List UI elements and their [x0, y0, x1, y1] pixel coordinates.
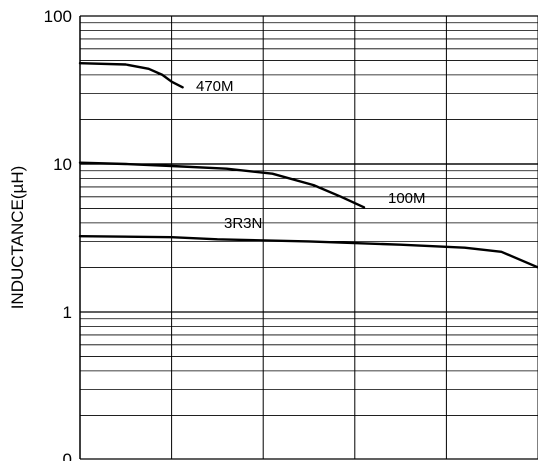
y-tick-label: 0	[63, 450, 72, 461]
series-label-100m: 100M	[388, 190, 426, 207]
y-tick-label: 1	[63, 303, 72, 322]
series-line-470m	[78, 62, 184, 89]
series-label-3r3n: 3R3N	[224, 215, 262, 232]
series-line-100m	[78, 161, 366, 209]
series-lines	[78, 62, 538, 269]
y-axis-title: INDUCTANCE(µH)	[8, 166, 27, 310]
y-tick-label: 100	[44, 7, 72, 26]
y-tick-label: 10	[53, 155, 72, 174]
series-line-3r3n	[78, 235, 538, 269]
grid	[79, 15, 538, 460]
series-label-470m: 470M	[196, 78, 234, 95]
